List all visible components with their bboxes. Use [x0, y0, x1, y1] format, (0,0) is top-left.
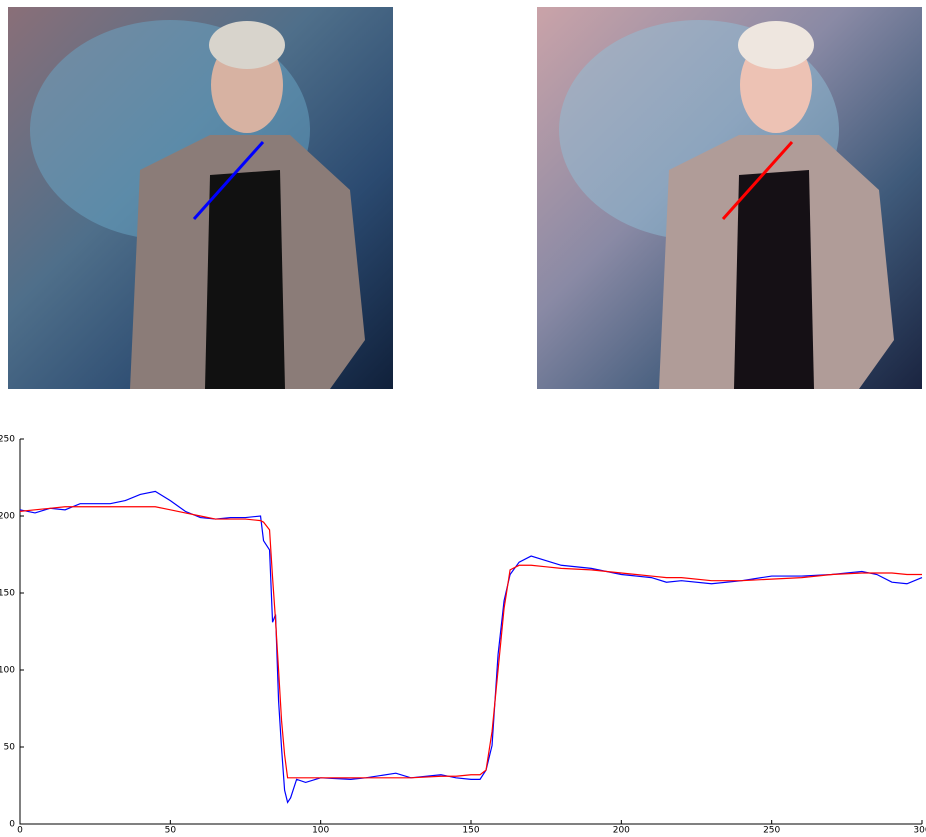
x-tick-label: 50 — [165, 826, 177, 836]
y-tick-label: 250 — [0, 435, 15, 445]
left-image — [8, 7, 393, 389]
series-line — [19, 506, 922, 779]
series-line — [19, 490, 923, 804]
x-tick-label: 200 — [613, 826, 630, 836]
y-tick-label: 200 — [0, 512, 15, 522]
y-tick-label: 50 — [4, 743, 16, 753]
line-chart: 0 50 100 150 200 250 0 50 100 150 200 250 300 — [0, 435, 926, 836]
y-tick-label: 0 — [9, 820, 15, 830]
x-tick-label: 0 — [17, 826, 23, 836]
y-tick-label: 150 — [0, 589, 15, 599]
right-image — [537, 7, 922, 389]
x-tick-label: 150 — [462, 826, 479, 836]
x-tick-label: 250 — [763, 826, 780, 836]
y-tick-label: 100 — [0, 666, 15, 676]
x-tick-label: 100 — [312, 826, 329, 836]
axes-frame — [19, 439, 922, 825]
x-tick-label: 300 — [913, 826, 926, 836]
